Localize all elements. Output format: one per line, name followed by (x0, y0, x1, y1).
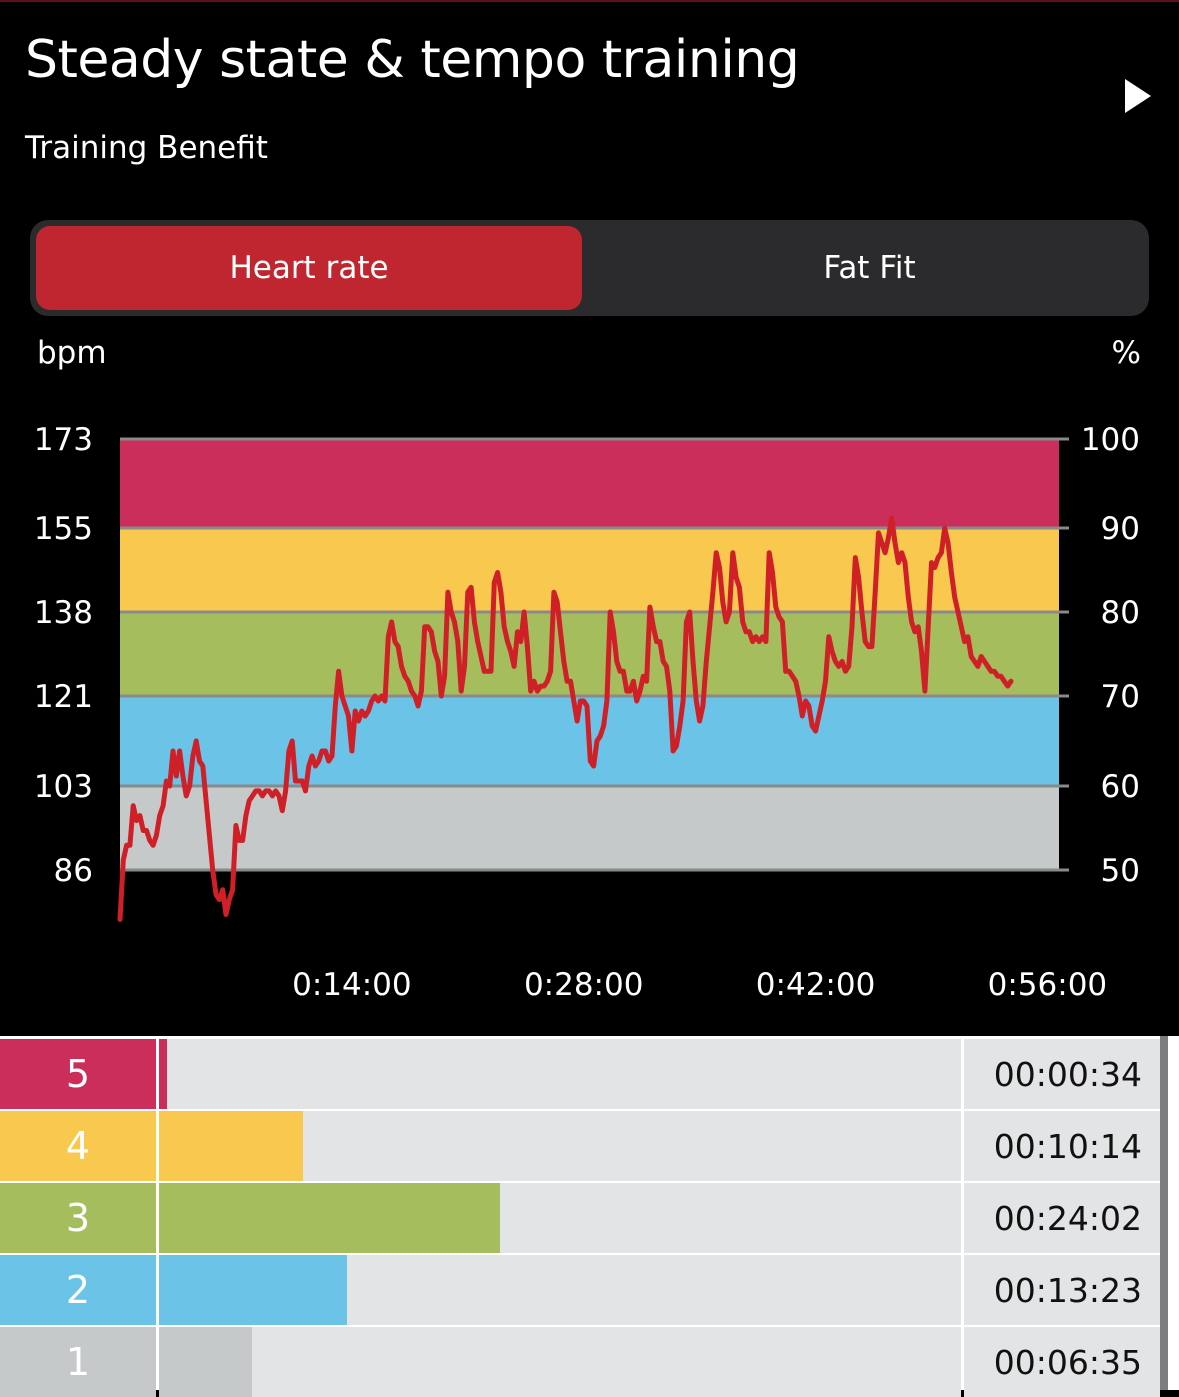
y-tick-right-label: 90 (1101, 511, 1140, 547)
x-tick-label: 0:42:00 (756, 967, 876, 1003)
zone-band-5 (120, 439, 1059, 528)
zone-summary-table: 5 00:00:34 4 00:10:14 3 00:24:02 2 00:13:23 1 00:… (0, 1036, 1179, 1397)
zone-bar-fill (159, 1039, 168, 1109)
y-tick-right-label: 70 (1101, 679, 1140, 715)
y-tick-right-label: 60 (1101, 769, 1140, 805)
y-tick-left-label: 155 (34, 511, 93, 547)
zone-label: 1 (0, 1327, 156, 1397)
zone-band-3 (120, 612, 1059, 696)
tab-heart-rate[interactable]: Heart rate (36, 226, 582, 310)
zone-bar-fill (159, 1111, 304, 1181)
y-tick-right-label: 80 (1101, 595, 1140, 631)
view-segmented-control: Heart rate Fat Fit (30, 220, 1149, 316)
heart-rate-line (117, 515, 1014, 922)
zone-row-2: 2 00:13:23 (0, 1255, 1179, 1325)
y-tick-left-label: 103 (34, 769, 93, 805)
zone-bar-track (159, 1183, 961, 1253)
zone-time: 00:00:34 (964, 1039, 1160, 1109)
zone-label: 3 (0, 1183, 156, 1253)
zone-bar-track (159, 1255, 961, 1325)
zone-bar-track (159, 1327, 961, 1397)
y-tick-left-label: 86 (54, 853, 93, 889)
zone-label: 4 (0, 1111, 156, 1181)
page-subtitle: Training Benefit (25, 130, 268, 166)
zone-time: 00:13:23 (964, 1255, 1160, 1325)
zone-band-1 (120, 786, 1059, 870)
zone-row-5: 5 00:00:34 (0, 1039, 1179, 1109)
y-axis-left-unit: bpm (37, 335, 107, 371)
zone-bar-fill (159, 1327, 253, 1397)
zone-time: 00:24:02 (964, 1183, 1160, 1253)
zone-row-3: 3 00:24:02 (0, 1183, 1179, 1253)
zone-bar-fill (159, 1183, 500, 1253)
y-tick-right-label: 50 (1101, 853, 1140, 889)
y-tick-right-label: 100 (1081, 422, 1140, 458)
x-tick-label: 0:28:00 (524, 967, 644, 1003)
zone-bar-track (159, 1039, 961, 1109)
zone-bar-fill (159, 1255, 348, 1325)
zone-time: 00:10:14 (964, 1111, 1160, 1181)
next-button[interactable] (1118, 74, 1158, 118)
y-tick-left-label: 121 (34, 679, 93, 715)
page-title: Steady state & tempo training (25, 30, 800, 90)
zone-band-4 (120, 528, 1059, 612)
x-tick-label: 0:14:00 (292, 967, 412, 1003)
play-triangle-icon (1125, 79, 1151, 113)
y-axis-right-unit: % (1111, 335, 1141, 371)
top-accent-line (0, 0, 1179, 2)
zone-time: 00:06:35 (964, 1327, 1160, 1397)
zone-bar-track (159, 1111, 961, 1181)
zone-row-4: 4 00:10:14 (0, 1111, 1179, 1181)
y-tick-left-label: 173 (34, 422, 93, 458)
zone-label: 5 (0, 1039, 156, 1109)
y-tick-left-label: 138 (34, 595, 93, 631)
scrollbar[interactable] (1160, 1036, 1168, 1390)
x-tick-label: 0:56:00 (988, 967, 1108, 1003)
tab-fat-fit[interactable]: Fat Fit (823, 250, 916, 286)
zone-label: 2 (0, 1255, 156, 1325)
heart-rate-chart: 173 155 138 121 103 86 100 90 80 70 60 50 0:14:00 0:2… (34, 422, 1140, 1003)
zone-row-1: 1 00:06:35 (0, 1327, 1179, 1397)
